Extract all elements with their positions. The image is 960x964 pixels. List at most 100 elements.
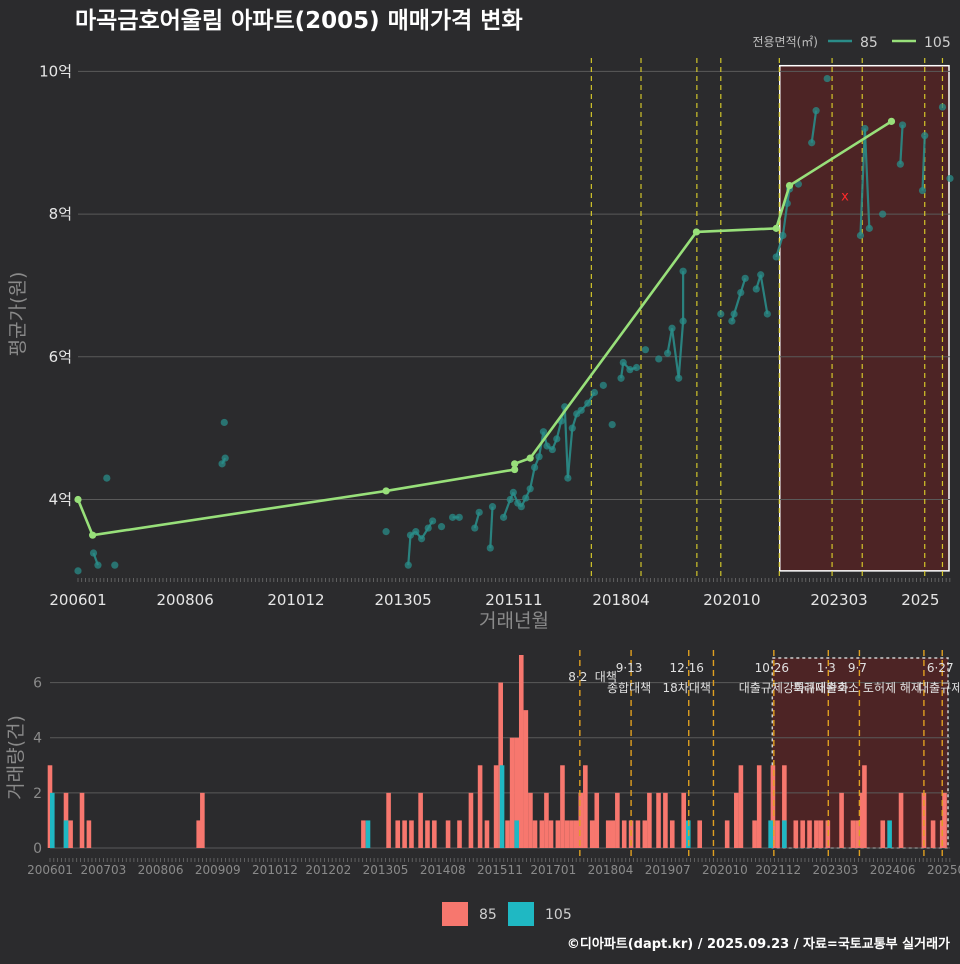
policy-date-label: 8·2: [568, 670, 587, 684]
volume-chart: 0 2 4 6 8·2 대책9·13 종합대책 12·16 18차대책 10·26 대출규제강화 1·…: [5, 650, 960, 877]
series-105-point: [692, 228, 701, 236]
series-85-segment: [563, 406, 569, 479]
bar-85: [850, 820, 856, 848]
bar-85: [756, 765, 762, 848]
x-tick-label: 201408: [420, 863, 466, 877]
bar-85: [663, 792, 668, 848]
bar-105: [782, 820, 787, 848]
series-85-segment: [666, 328, 674, 354]
series-85-point: [417, 535, 426, 543]
series-85-point: [531, 463, 539, 472]
series-105-point: [785, 181, 794, 190]
bar-85: [493, 765, 499, 848]
bar-85: [86, 820, 92, 848]
policy-desc-label: 대출규제: [918, 681, 960, 695]
series-105-line: [76, 120, 893, 537]
x-tick-label: 201907: [645, 863, 691, 877]
bar-85: [642, 820, 648, 848]
series-105-point: [382, 487, 390, 495]
bar-85: [800, 820, 805, 848]
bar-85: [578, 792, 584, 848]
y-tick-label: 2: [33, 786, 42, 802]
bar-85: [418, 792, 423, 848]
bar-85: [782, 765, 787, 848]
series-85-point: [812, 107, 820, 115]
policy-date-label: 9·7: [848, 661, 867, 675]
x-tick-label: 200601: [27, 863, 73, 877]
x-tick-label: 202010: [703, 591, 760, 609]
legend-swatch: [442, 902, 468, 926]
series-105-point: [526, 454, 534, 462]
bar-85: [621, 820, 627, 848]
x-tick-label: 201804: [592, 591, 649, 609]
series-85-point: [938, 103, 947, 111]
x-tick-label: 201305: [374, 591, 431, 609]
series-85-point: [679, 317, 687, 325]
legend-label: 85: [860, 35, 878, 51]
series-85-point: [475, 508, 483, 516]
price-chart: 4억 6억 8억 10억 200601 200806 201012 201305 201511 2…: [7, 58, 954, 632]
bar-85: [615, 792, 620, 848]
policy-desc-label: 규제완화: [804, 681, 848, 695]
series-85-point: [543, 442, 551, 450]
bar-85: [432, 820, 437, 848]
series-85-point: [808, 139, 816, 147]
x-tick-label: 200806: [138, 863, 184, 877]
bar-85: [386, 792, 391, 848]
bar-85: [548, 820, 554, 848]
series-85-point: [741, 274, 749, 282]
x-tick-label: 201511: [485, 591, 542, 609]
series-85-point: [717, 310, 725, 318]
bar-85: [880, 820, 886, 848]
series-85-point: [218, 460, 226, 468]
series-85-point: [577, 406, 585, 414]
y-axis-title: 거래량(건): [5, 715, 27, 800]
series-85-point: [617, 374, 625, 382]
policy-desc-label: 18차대책: [663, 680, 711, 695]
series-85-point: [449, 513, 457, 521]
series-85-point: [757, 271, 765, 279]
x-tick-label: 202112: [755, 863, 801, 877]
x-tick-label: 201012: [267, 591, 324, 609]
bar-105: [49, 792, 55, 848]
series-85-point: [668, 324, 676, 332]
series-85-segment: [733, 292, 742, 315]
series-85-point: [823, 74, 831, 83]
policy-date-label: 12·16: [670, 661, 704, 675]
source-caption: ©디아파트(dapt.kr) / 2025.09.23 / 자료=국토교통부 실…: [567, 936, 950, 952]
bar-85: [514, 737, 520, 848]
series-85-point: [220, 418, 228, 427]
bar-85: [544, 792, 549, 848]
x-tick-label: 201804: [588, 863, 634, 877]
bar-85: [361, 820, 366, 848]
volume-legend: 85 105: [442, 902, 572, 926]
bar-85: [635, 820, 641, 848]
bar-105: [365, 820, 371, 848]
bar-85: [930, 820, 936, 848]
series-85-point: [517, 503, 525, 511]
bar-85: [738, 765, 744, 848]
policy-desc-label: 대출규제강화: [739, 681, 805, 695]
policy-date-label: 10·26: [755, 661, 789, 675]
series-85-segment: [775, 235, 784, 258]
policy-desc-label: 대책: [595, 669, 617, 684]
series-85-point: [896, 160, 904, 168]
bar-85: [610, 820, 616, 848]
bar-85: [569, 820, 574, 848]
series-85-point: [429, 517, 437, 525]
x-tick-label: 202406: [870, 863, 916, 877]
series-85-point: [655, 355, 663, 363]
policy-desc-label: 종합대책: [607, 680, 651, 695]
bar-85: [594, 792, 600, 848]
y-axis-title: 평균가(원): [7, 272, 29, 357]
bar-85: [656, 792, 661, 848]
bar-85: [855, 820, 860, 848]
bar-85: [68, 820, 73, 848]
series-85-point: [675, 374, 683, 382]
bar-85: [647, 792, 652, 848]
bar-105: [887, 820, 892, 848]
series-85-point: [664, 349, 672, 357]
y-tick-label: 8억: [49, 205, 72, 223]
series-85-point: [221, 454, 229, 462]
